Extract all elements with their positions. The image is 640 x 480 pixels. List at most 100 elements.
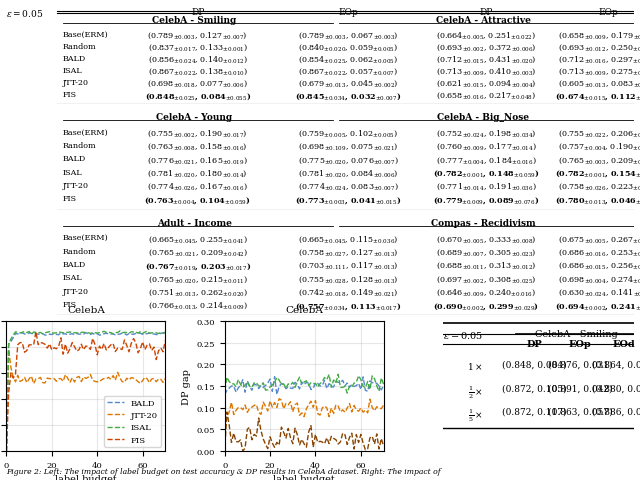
Text: (0.872, 0.117): (0.872, 0.117)	[502, 407, 566, 416]
Text: JTT-20: JTT-20	[63, 287, 89, 295]
Text: (0.646$_{\pm0.009}$, 0.240$_{\pm0.016}$): (0.646$_{\pm0.009}$, 0.240$_{\pm0.016}$)	[436, 287, 536, 298]
Text: (0.766$_{\pm0.013}$, 0.214$_{\pm0.009}$): (0.766$_{\pm0.013}$, 0.214$_{\pm0.009}$)	[148, 300, 248, 311]
Text: Figure 2: Left: The impact of label budget on test accuracy & DP results in Cele: Figure 2: Left: The impact of label budg…	[6, 467, 441, 475]
Text: (0.758$_{\pm0.027}$, 0.127$_{\pm0.013}$): (0.758$_{\pm0.027}$, 0.127$_{\pm0.013}$)	[298, 247, 399, 257]
FIS	[380, 443, 387, 449]
Text: (0.712$_{\pm0.015}$, 0.431$_{\pm0.020}$): (0.712$_{\pm0.015}$, 0.431$_{\pm0.020}$)	[436, 55, 536, 65]
BALD	[80, 332, 88, 337]
Text: BALD: BALD	[63, 260, 86, 268]
Text: (0.698$_{\pm0.018}$, 0.077$_{\pm0.006}$): (0.698$_{\pm0.018}$, 0.077$_{\pm0.006}$)	[147, 79, 248, 89]
Line: BALD: BALD	[6, 333, 165, 451]
Text: (0.658$_{\pm0.016}$, 0.217$_{\pm0.048}$): (0.658$_{\pm0.016}$, 0.217$_{\pm0.048}$)	[436, 91, 536, 101]
ISAL	[125, 331, 133, 336]
JTT-20	[319, 405, 326, 411]
Text: (0.757$_{\pm0.004}$, 0.190$_{\pm0.029}$): (0.757$_{\pm0.004}$, 0.190$_{\pm0.029}$)	[558, 142, 640, 152]
Text: CelebA - Big_Nose: CelebA - Big_Nose	[437, 113, 529, 122]
FIS	[161, 338, 169, 344]
BALD	[373, 381, 381, 386]
Text: DP: DP	[191, 8, 204, 17]
BALD	[380, 383, 387, 389]
ISAL	[369, 373, 376, 379]
Text: (0.848$_{\pm0.025}$, 0.084$_{\pm0.055}$): (0.848$_{\pm0.025}$, 0.084$_{\pm0.055}$)	[145, 91, 251, 102]
Text: Random: Random	[63, 247, 97, 255]
JTT-20	[125, 377, 133, 383]
FIS	[228, 440, 236, 445]
JTT-20	[300, 414, 308, 420]
FIS	[319, 439, 326, 445]
Y-axis label: DP gap: DP gap	[182, 368, 191, 404]
Text: (0.690$_{\pm0.002}$, 0.299$_{\pm0.029}$): (0.690$_{\pm0.002}$, 0.299$_{\pm0.029}$)	[433, 300, 540, 311]
Text: ISAL: ISAL	[63, 274, 83, 282]
Text: (0.686$_{\pm0.015}$, 0.256$_{\pm0.031}$): (0.686$_{\pm0.015}$, 0.256$_{\pm0.031}$)	[558, 260, 640, 271]
Text: $\frac{1}{5}\times$: $\frac{1}{5}\times$	[468, 407, 483, 423]
Text: (0.757$_{\pm0.034}$, 0.113$_{\pm0.017}$): (0.757$_{\pm0.034}$, 0.113$_{\pm0.017}$)	[295, 300, 401, 311]
Line: FIS: FIS	[6, 332, 165, 451]
ISAL	[298, 382, 306, 387]
BALD	[161, 331, 169, 337]
Text: (0.779$_{\pm0.009}$, 0.089$_{\pm0.076}$): (0.779$_{\pm0.009}$, 0.089$_{\pm0.076}$)	[433, 195, 540, 206]
Text: (0.713$_{\pm0.009}$, 0.410$_{\pm0.003}$): (0.713$_{\pm0.009}$, 0.410$_{\pm0.003}$)	[436, 67, 536, 77]
Text: (0.742$_{\pm0.018}$, 0.149$_{\pm0.021}$): (0.742$_{\pm0.018}$, 0.149$_{\pm0.021}$)	[298, 287, 399, 298]
JTT-20	[82, 376, 90, 382]
JTT-20	[344, 405, 351, 411]
Text: EOp: EOp	[598, 8, 618, 17]
Text: (0.665$_{\pm0.045}$, 0.115$_{\pm0.036}$): (0.665$_{\pm0.045}$, 0.115$_{\pm0.036}$)	[298, 234, 399, 244]
BALD	[271, 374, 278, 380]
Text: (0.697$_{\pm0.002}$, 0.308$_{\pm0.025}$): (0.697$_{\pm0.002}$, 0.308$_{\pm0.025}$)	[436, 274, 536, 284]
Text: (0.789$_{\pm0.003}$, 0.127$_{\pm0.007}$): (0.789$_{\pm0.003}$, 0.127$_{\pm0.007}$)	[147, 31, 248, 41]
Text: JTT-20: JTT-20	[63, 181, 89, 190]
Text: (0.621$_{\pm0.015}$, 0.094$_{\pm0.004}$): (0.621$_{\pm0.015}$, 0.094$_{\pm0.004}$)	[436, 79, 536, 89]
Text: CelebA - Smiling: CelebA - Smiling	[535, 329, 618, 338]
Legend: BALD, JTT-20, ISAL, FIS: BALD, JTT-20, ISAL, FIS	[104, 396, 161, 447]
BALD	[319, 383, 326, 388]
Text: Base(ERM): Base(ERM)	[63, 31, 109, 39]
Text: (0.845$_{\pm0.034}$, 0.032$_{\pm0.007}$): (0.845$_{\pm0.034}$, 0.032$_{\pm0.007}$)	[295, 91, 401, 102]
Text: (0.686$_{\pm0.016}$, 0.253$_{\pm0.035}$): (0.686$_{\pm0.016}$, 0.253$_{\pm0.035}$)	[558, 247, 640, 257]
FIS	[221, 448, 228, 454]
ISAL	[380, 382, 387, 387]
Text: (0.837$_{\pm0.017}$, 0.133$_{\pm0.001}$): (0.837$_{\pm0.017}$, 0.133$_{\pm0.001}$)	[148, 43, 248, 53]
Text: (0.776$_{\pm0.021}$, 0.165$_{\pm0.019}$): (0.776$_{\pm0.021}$, 0.165$_{\pm0.019}$)	[147, 155, 248, 165]
Text: $1\times$: $1\times$	[467, 360, 483, 371]
FIS	[223, 409, 231, 415]
Text: (0.863, 0.057): (0.863, 0.057)	[548, 407, 612, 416]
FIS	[82, 343, 90, 349]
BALD	[225, 385, 233, 391]
Text: Adult - Income: Adult - Income	[157, 219, 232, 228]
Text: (0.703$_{\pm0.111}$, 0.117$_{\pm0.013}$): (0.703$_{\pm0.111}$, 0.117$_{\pm0.013}$)	[298, 260, 399, 271]
JTT-20	[100, 376, 108, 382]
Text: (0.867$_{\pm0.022}$, 0.057$_{\pm0.007}$): (0.867$_{\pm0.022}$, 0.057$_{\pm0.007}$)	[298, 67, 398, 77]
Title: CelebA: CelebA	[67, 306, 105, 315]
ISAL	[80, 330, 88, 336]
Text: (0.759$_{\pm0.005}$, 0.102$_{\pm0.005}$): (0.759$_{\pm0.005}$, 0.102$_{\pm0.005}$)	[298, 128, 398, 139]
Text: (0.689$_{\pm0.007}$, 0.305$_{\pm0.023}$): (0.689$_{\pm0.007}$, 0.305$_{\pm0.023}$)	[436, 247, 536, 257]
Text: (0.712$_{\pm0.016}$, 0.297$_{\pm0.008}$): (0.712$_{\pm0.016}$, 0.297$_{\pm0.008}$)	[559, 55, 640, 65]
JTT-20	[221, 427, 228, 432]
Text: (0.840$_{\pm0.020}$, 0.059$_{\pm0.005}$): (0.840$_{\pm0.020}$, 0.059$_{\pm0.005}$)	[298, 43, 398, 53]
Text: JTT-20: JTT-20	[63, 79, 89, 87]
Text: EOd: EOd	[612, 339, 636, 348]
FIS	[155, 348, 163, 354]
Text: (0.775$_{\pm0.020}$, 0.076$_{\pm0.007}$): (0.775$_{\pm0.020}$, 0.076$_{\pm0.007}$)	[298, 155, 399, 165]
Text: (0.755$_{\pm0.028}$, 0.128$_{\pm0.013}$): (0.755$_{\pm0.028}$, 0.128$_{\pm0.013}$)	[298, 274, 399, 284]
Text: (0.763$_{\pm0.004}$, 0.104$_{\pm0.059}$): (0.763$_{\pm0.004}$, 0.104$_{\pm0.059}$)	[145, 195, 251, 206]
Text: $\epsilon = 0.05$: $\epsilon = 0.05$	[6, 8, 44, 19]
Text: (0.765$_{\pm0.020}$, 0.215$_{\pm0.011}$): (0.765$_{\pm0.020}$, 0.215$_{\pm0.011}$)	[148, 274, 248, 284]
BALD	[7, 339, 15, 345]
JTT-20	[373, 404, 381, 410]
BALD	[82, 330, 90, 336]
BALD	[48, 332, 56, 337]
Text: (0.605$_{\pm0.013}$, 0.083$_{\pm0.011}$): (0.605$_{\pm0.013}$, 0.083$_{\pm0.011}$)	[558, 79, 640, 89]
Text: (0.758$_{\pm0.026}$, 0.223$_{\pm0.018}$): (0.758$_{\pm0.026}$, 0.223$_{\pm0.018}$)	[558, 181, 640, 192]
BALD	[155, 332, 163, 338]
ISAL	[375, 388, 383, 394]
Text: DP: DP	[527, 339, 542, 348]
Text: (0.773$_{\pm0.003}$, 0.041$_{\pm0.015}$): (0.773$_{\pm0.003}$, 0.041$_{\pm0.015}$)	[295, 195, 401, 206]
Text: (0.771$_{\pm0.014}$, 0.191$_{\pm0.036}$): (0.771$_{\pm0.014}$, 0.191$_{\pm0.036}$)	[436, 181, 536, 192]
X-axis label: label budget: label budget	[55, 474, 116, 480]
Text: (0.693$_{\pm0.012}$, 0.250$_{\pm0.011}$): (0.693$_{\pm0.012}$, 0.250$_{\pm0.011}$)	[558, 43, 640, 53]
FIS	[300, 441, 308, 447]
FIS	[125, 349, 133, 355]
Text: $\frac{1}{2}\times$: $\frac{1}{2}\times$	[468, 384, 483, 400]
BALD	[125, 331, 133, 337]
